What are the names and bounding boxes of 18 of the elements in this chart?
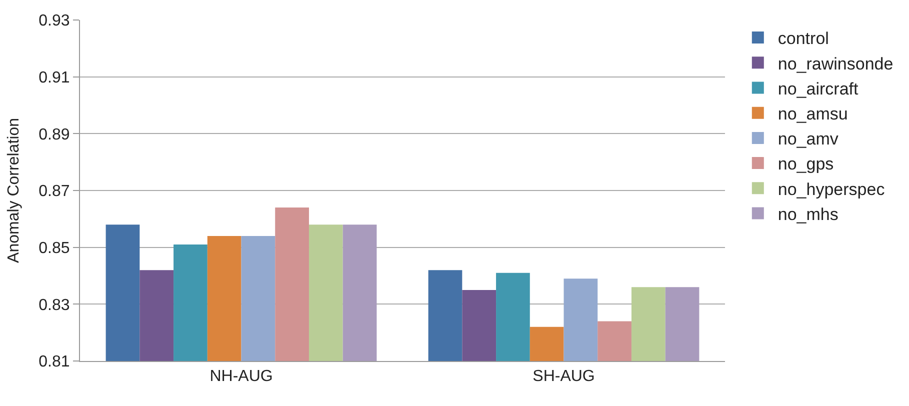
- legend-label: no_amv: [778, 130, 839, 149]
- y-tick-label: 0.87: [38, 183, 70, 200]
- x-tick-label: SH-AUG: [532, 368, 595, 386]
- y-tick-label: 0.89: [38, 126, 70, 144]
- y-tick-label: 0.81: [38, 354, 70, 371]
- legend-label: no_hyperspec: [778, 180, 886, 199]
- y-axis-title: Anomaly Correlation: [6, 118, 23, 263]
- y-tick-label: 0.91: [38, 69, 70, 86]
- legend-label: no_amsu: [778, 104, 848, 124]
- legend-label: no_mhs: [778, 204, 838, 224]
- legend-label: no_aircraft: [778, 79, 858, 98]
- legend-label: control: [778, 29, 829, 48]
- legend-label: no_gps: [778, 154, 834, 174]
- y-tick-label: 0.83: [38, 296, 70, 314]
- x-tick-label: NH-AUG: [210, 368, 273, 386]
- y-tick-label: 0.85: [38, 240, 70, 257]
- legend-label: no_rawinsonde: [778, 54, 894, 74]
- y-tick-label: 0.93: [38, 12, 70, 30]
